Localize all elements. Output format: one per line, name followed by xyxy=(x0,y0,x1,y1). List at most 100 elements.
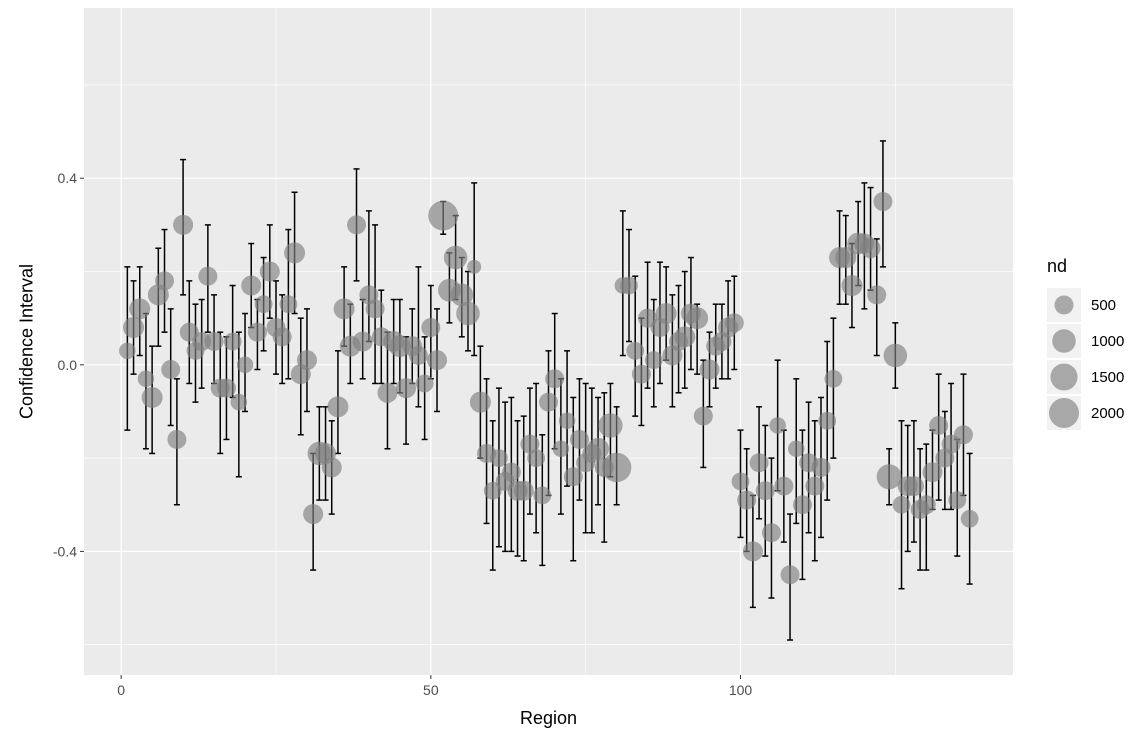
data-point xyxy=(883,343,908,368)
data-point xyxy=(527,449,546,468)
data-point xyxy=(841,275,863,297)
legend-key-symbol xyxy=(1052,329,1076,353)
data-point xyxy=(601,452,632,483)
data-point xyxy=(558,412,576,430)
data-point xyxy=(835,247,857,269)
data-point xyxy=(347,215,367,235)
data-point xyxy=(916,495,936,515)
data-point xyxy=(137,370,155,388)
major-gridlines xyxy=(84,8,1013,675)
data-point xyxy=(563,467,583,487)
data-point xyxy=(539,392,558,412)
data-point xyxy=(415,374,434,393)
data-point xyxy=(129,298,151,320)
legend-title: nd xyxy=(1047,256,1067,276)
data-point xyxy=(513,480,534,501)
data-point xyxy=(426,350,448,371)
data-point xyxy=(699,359,720,380)
data-point xyxy=(693,406,713,426)
data-point xyxy=(408,345,428,365)
data-point xyxy=(443,245,468,270)
data-point xyxy=(216,378,236,398)
data-point xyxy=(737,490,757,510)
data-point xyxy=(421,318,441,338)
data-point xyxy=(761,523,781,543)
data-point xyxy=(769,417,786,434)
data-point xyxy=(873,192,893,212)
data-point xyxy=(123,316,145,339)
legend: nd 500 1000 1500 2000 xyxy=(1047,256,1124,430)
data-point xyxy=(805,476,825,496)
data-point xyxy=(644,351,663,370)
data-point xyxy=(587,437,610,460)
data-point xyxy=(749,453,769,473)
data-point xyxy=(501,462,521,482)
data-point xyxy=(780,565,800,585)
data-point xyxy=(811,457,831,477)
data-point xyxy=(742,541,763,562)
data-point xyxy=(467,259,482,274)
data-point xyxy=(204,332,224,351)
y-tick-label: 0.4 xyxy=(58,170,78,186)
data-point xyxy=(724,313,744,333)
data-point xyxy=(396,378,417,399)
data-point xyxy=(533,486,552,505)
data-point xyxy=(247,322,267,342)
data-point xyxy=(598,413,623,438)
data-point xyxy=(545,369,565,389)
data-point xyxy=(223,332,242,351)
x-tick-label: 100 xyxy=(729,682,753,698)
data-point xyxy=(230,393,248,411)
data-point xyxy=(755,481,775,501)
data-point xyxy=(296,350,317,371)
data-point xyxy=(377,382,398,403)
data-point xyxy=(141,386,163,408)
legend-label: 1500 xyxy=(1091,369,1124,386)
data-point xyxy=(167,429,187,449)
data-point xyxy=(321,457,342,478)
data-point xyxy=(272,327,292,347)
data-point xyxy=(333,298,355,320)
data-point xyxy=(626,341,645,360)
data-point xyxy=(948,491,967,510)
data-point xyxy=(903,476,924,497)
data-point xyxy=(520,434,540,454)
y-tick-label: -0.4 xyxy=(53,543,77,559)
data-point xyxy=(284,242,306,264)
data-point xyxy=(327,396,349,418)
data-point xyxy=(303,504,324,525)
data-point xyxy=(352,331,373,352)
y-tick-label: 0.0 xyxy=(58,357,78,373)
data-point xyxy=(953,425,973,445)
data-point xyxy=(490,449,508,468)
data-point xyxy=(456,301,480,326)
data-point xyxy=(867,285,887,305)
data-point xyxy=(860,238,881,259)
data-point xyxy=(119,342,136,360)
data-point xyxy=(774,476,794,496)
legend-key-symbol xyxy=(1050,363,1078,391)
data-point xyxy=(686,307,709,330)
data-point xyxy=(259,261,280,282)
data-point xyxy=(569,429,589,449)
data-point xyxy=(818,411,837,430)
data-point xyxy=(620,276,638,295)
data-point xyxy=(161,359,181,379)
data-point xyxy=(631,364,651,384)
data-point xyxy=(173,214,194,235)
legend-key-symbol xyxy=(1049,398,1079,428)
data-point xyxy=(876,464,902,490)
data-point xyxy=(960,509,979,528)
legend-keys: 500 1000 1500 2000 xyxy=(1047,288,1124,430)
x-tick-label: 50 xyxy=(423,682,439,698)
data-point xyxy=(254,295,273,314)
data-point xyxy=(236,356,254,374)
data-point xyxy=(552,440,570,458)
data-point xyxy=(929,415,949,435)
data-point xyxy=(450,283,474,307)
data-point xyxy=(731,472,750,491)
legend-label: 500 xyxy=(1091,297,1116,314)
data-point xyxy=(155,271,175,291)
x-axis-title: Region xyxy=(520,708,577,728)
